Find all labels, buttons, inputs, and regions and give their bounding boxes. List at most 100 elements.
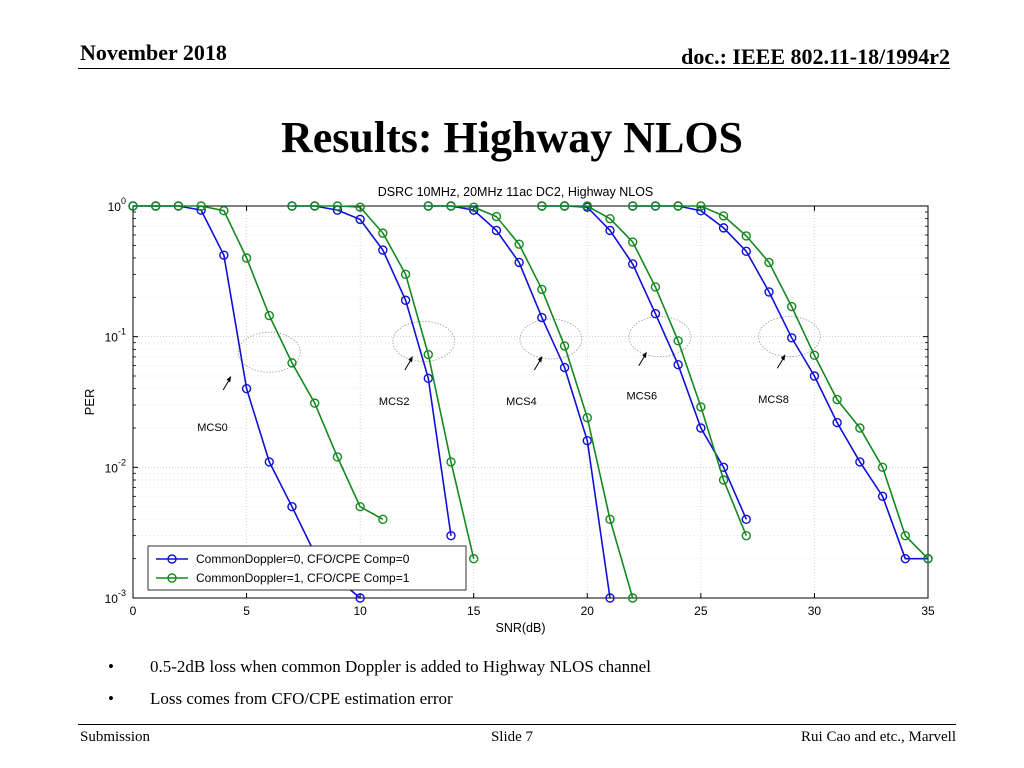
annotation-ellipse [758, 316, 821, 358]
annotation-arrow-head [537, 355, 543, 363]
data-point [264, 457, 274, 467]
legend-box [147, 545, 467, 591]
y-tick-label: 10-3 [105, 588, 126, 606]
bullet-list: • 0.5-2dB loss when common Doppler is add… [108, 656, 651, 720]
y-axis-label: PER [82, 389, 97, 416]
data-point [628, 593, 638, 603]
data-point [469, 205, 479, 215]
annotation-mcs8: MCS8 [758, 316, 821, 406]
x-tick-label: 5 [243, 604, 250, 618]
data-point [718, 211, 729, 221]
data-point [264, 310, 274, 321]
annotation-arrow-line [404, 359, 412, 371]
header-divider [78, 68, 950, 69]
x-tick-label: 0 [130, 604, 137, 618]
slide-title: Results: Highway NLOS [280, 113, 744, 162]
footer-divider [78, 724, 956, 725]
data-point [877, 491, 888, 502]
data-point [673, 201, 683, 211]
data-point [741, 231, 751, 241]
data-point [378, 514, 388, 525]
annotation-mcs0: MCS0 [197, 331, 301, 434]
data-point [628, 201, 638, 211]
data-point [151, 201, 161, 211]
data-point [559, 341, 570, 351]
annotation-label: MCS6 [627, 391, 658, 403]
footer-slide-number: Slide 7 [490, 729, 534, 745]
legend-entry: CommonDoppler=1, CFO/CPE Comp=1 [196, 571, 410, 585]
annotation-mcs6: MCS6 [627, 316, 692, 403]
data-point [537, 284, 547, 295]
data-point [650, 308, 661, 319]
bullet-item: • Loss comes from CFO/CPE estimation erro… [108, 688, 651, 720]
data-point [196, 201, 206, 211]
data-point [696, 423, 706, 433]
annotation-ellipse [628, 316, 692, 358]
data-point [582, 412, 592, 423]
annotation-arrow-head [408, 355, 413, 363]
data-point [173, 201, 184, 211]
annotation-arrow-line [638, 355, 646, 366]
x-tick-label: 35 [921, 604, 935, 618]
y-tick-exponent: -3 [118, 588, 126, 598]
data-point [900, 530, 910, 541]
data-point [809, 350, 820, 361]
data-point [241, 253, 252, 263]
data-point [582, 435, 592, 446]
data-point [400, 269, 411, 280]
data-point [128, 201, 138, 211]
data-point [605, 225, 615, 236]
data-point [400, 295, 411, 305]
y-tick-label: 100 [108, 196, 126, 214]
series-7 [537, 201, 751, 541]
data-point [696, 201, 706, 211]
data-point [423, 349, 433, 360]
data-point [877, 462, 888, 473]
annotation-arrow-line [222, 379, 230, 391]
series-line [541, 205, 748, 537]
annotation-ellipse [519, 318, 583, 360]
y-tick-exponent: -2 [118, 457, 126, 467]
bullet-item: • 0.5-2dB loss when common Doppler is add… [108, 656, 651, 688]
header-date: November 2018 [80, 40, 227, 65]
annotation-ellipse [237, 331, 301, 373]
data-point [423, 373, 433, 384]
data-point [537, 312, 547, 323]
annotation-label: MCS4 [506, 396, 537, 408]
y-tick-base: 10 [105, 331, 119, 345]
data-point [514, 257, 524, 268]
data-point [537, 201, 547, 211]
data-point [718, 475, 729, 485]
data-point [446, 530, 456, 541]
x-tick-label: 15 [467, 604, 481, 618]
data-point [446, 201, 456, 211]
data-point [650, 201, 661, 211]
y-tick-base: 10 [105, 592, 119, 606]
annotation-label: MCS8 [758, 394, 789, 406]
data-point [605, 213, 615, 224]
data-point [832, 394, 842, 405]
data-point [832, 417, 842, 428]
annotation-arrow-head [780, 354, 786, 361]
axes-frame [132, 205, 929, 599]
header-doc-id: doc.: IEEE 802.11-18/1994r2 [681, 44, 950, 69]
data-point [900, 553, 910, 564]
data-point [241, 383, 252, 394]
y-tick-base: 10 [108, 200, 122, 214]
data-point [673, 336, 683, 346]
legend-swatch-marker [167, 573, 177, 583]
annotation-arrow-head [642, 351, 647, 359]
x-tick-label: 25 [694, 604, 708, 618]
annotation-arrow-line [776, 357, 784, 369]
legend-entry: CommonDoppler=0, CFO/CPE Comp=0 [196, 552, 410, 566]
data-point [332, 201, 343, 211]
data-point [514, 239, 524, 249]
series-1 [128, 201, 388, 525]
annotation-mcs4: MCS4 [506, 318, 583, 408]
data-point [355, 501, 365, 512]
data-point [423, 201, 433, 211]
data-point [605, 593, 615, 603]
data-point [809, 371, 820, 381]
data-point [741, 530, 751, 541]
